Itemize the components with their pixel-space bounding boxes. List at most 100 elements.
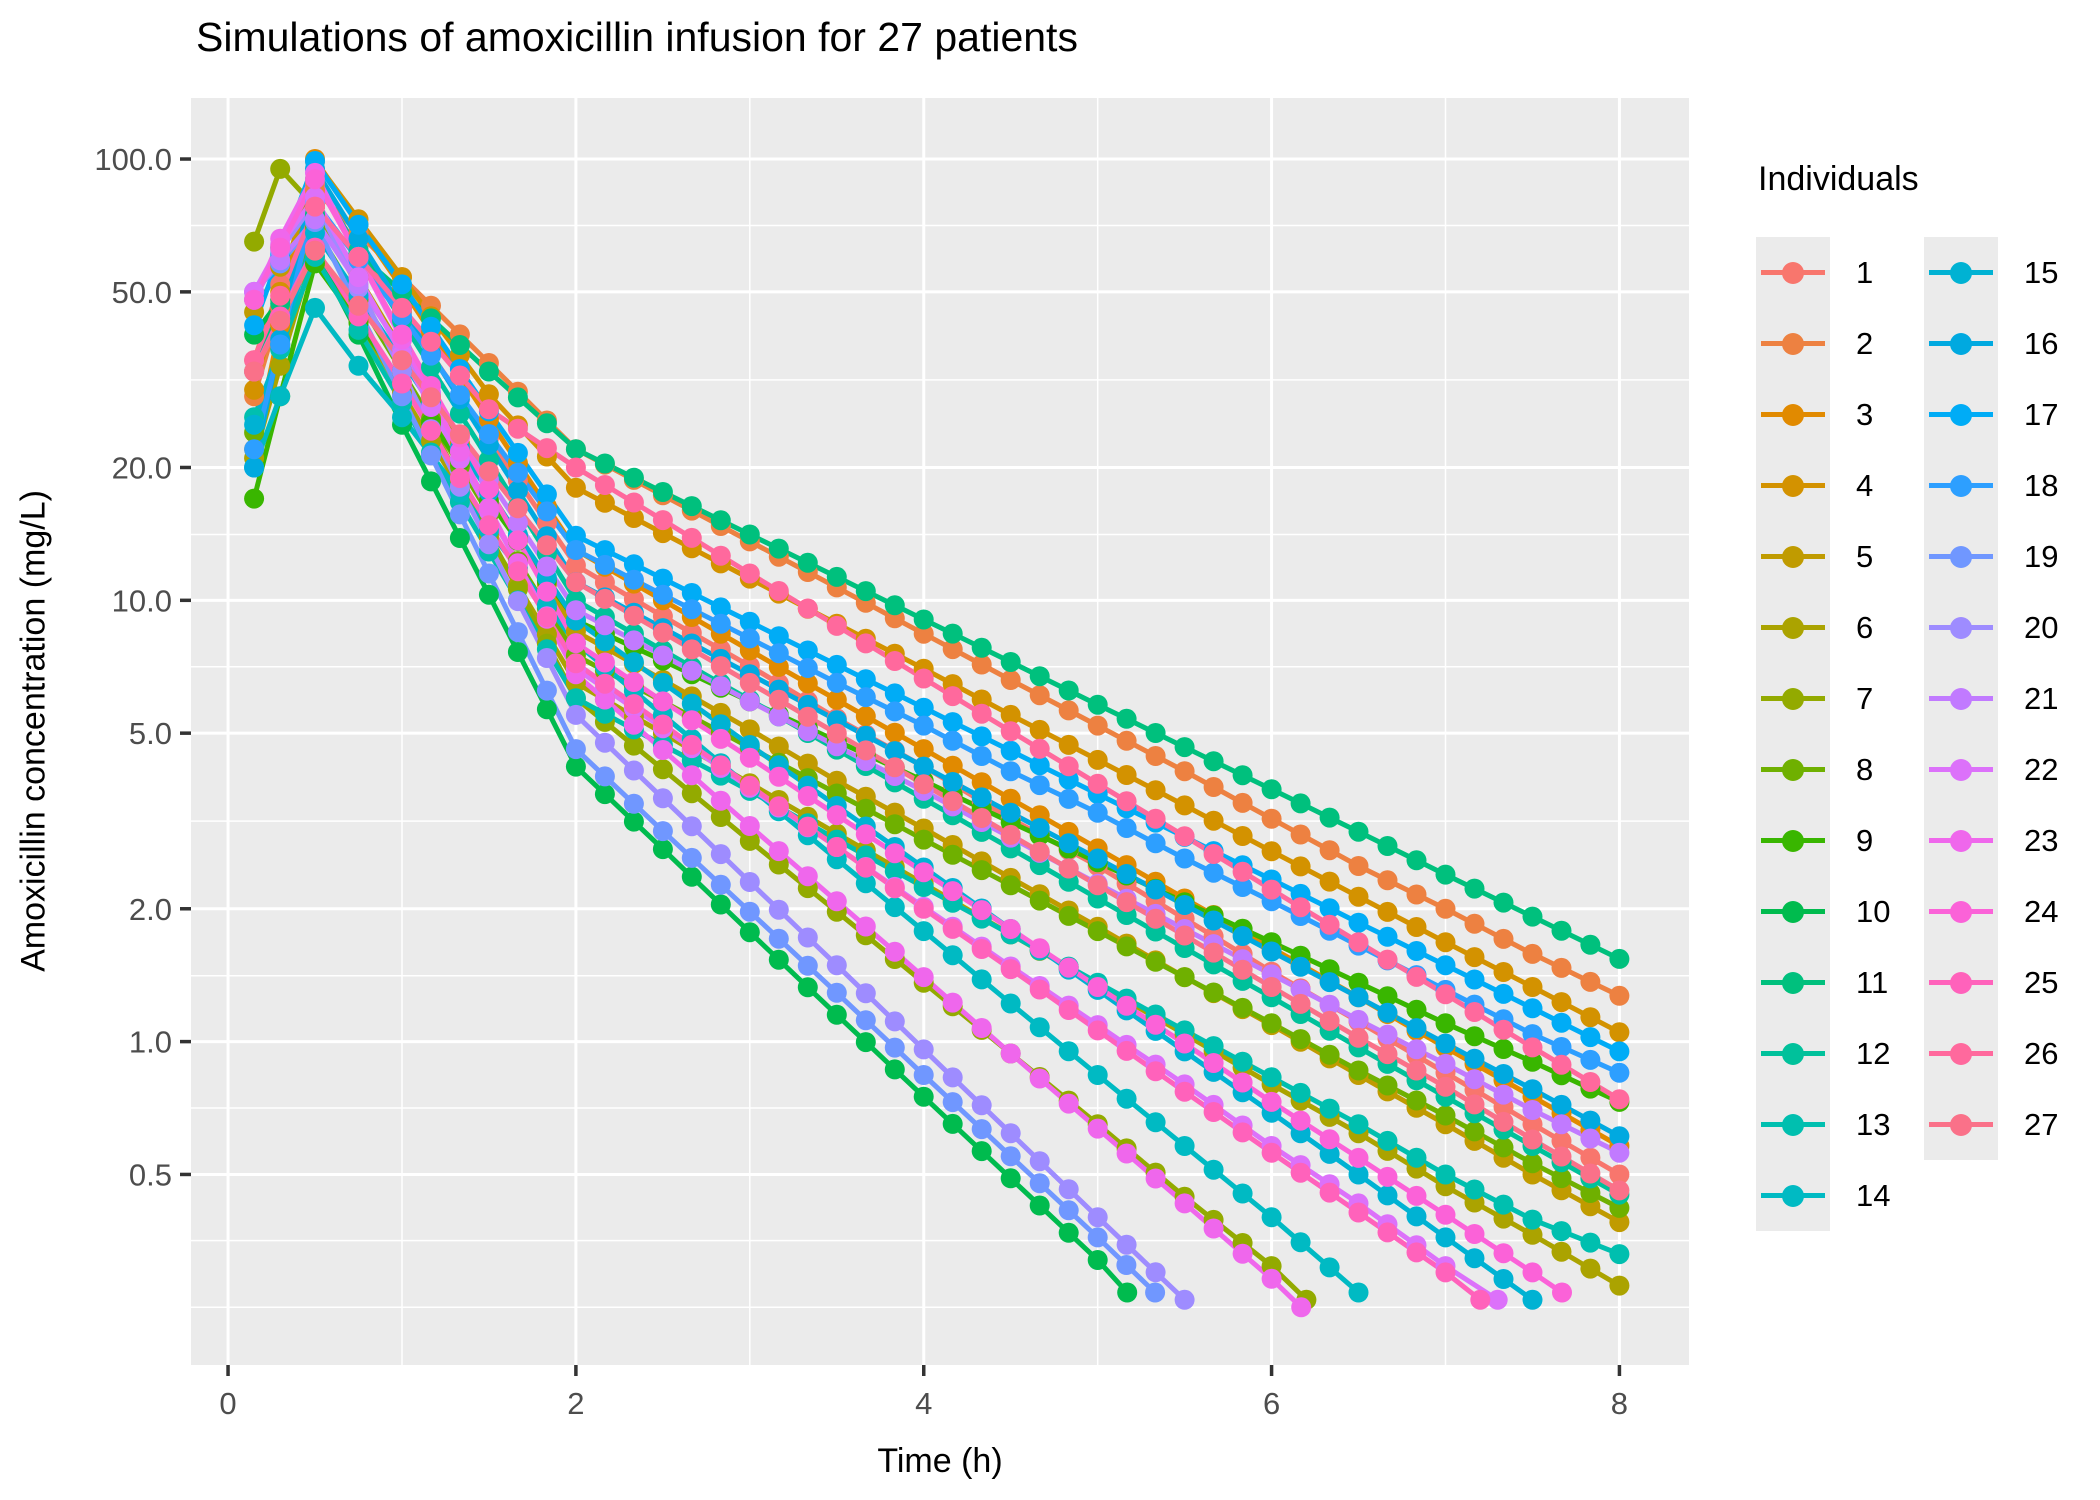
legend-label: 12 <box>1856 1035 1891 1071</box>
data-point <box>1522 1051 1543 1072</box>
data-point <box>623 811 644 832</box>
data-point <box>1029 685 1050 706</box>
data-point <box>1116 765 1137 785</box>
data-point <box>348 214 369 235</box>
data-point <box>1580 934 1601 955</box>
data-point <box>1291 1297 1312 1318</box>
data-point <box>1464 1002 1485 1022</box>
data-point <box>913 1039 934 1060</box>
data-point <box>1406 966 1427 987</box>
data-point <box>971 939 992 959</box>
data-point <box>710 790 731 811</box>
data-point <box>392 297 412 318</box>
data-point <box>1435 1033 1456 1054</box>
data-point <box>884 595 905 616</box>
legend-label: 3 <box>1856 396 1874 432</box>
data-point <box>1580 1232 1601 1253</box>
data-point <box>1000 1043 1021 1064</box>
data-point <box>884 814 905 835</box>
data-point <box>1029 666 1050 687</box>
data-point <box>565 756 586 777</box>
data-point <box>652 788 673 809</box>
data-point <box>478 478 499 499</box>
data-point <box>1377 1075 1398 1096</box>
data-point <box>681 710 702 731</box>
data-point <box>652 839 673 860</box>
data-point <box>1551 957 1572 978</box>
legend-key-glyph <box>1924 663 1998 734</box>
data-point <box>942 918 963 939</box>
data-point <box>1232 877 1253 897</box>
data-point <box>1551 1146 1572 1167</box>
legend-key-glyph <box>1756 805 1830 876</box>
legend-label: 11 <box>1856 964 1889 1000</box>
data-point <box>971 726 992 747</box>
data-point <box>739 719 760 740</box>
data-point <box>565 540 586 560</box>
data-point <box>942 1113 963 1134</box>
data-point <box>1000 919 1021 939</box>
data-point <box>1145 1014 1166 1035</box>
x-tick-label: 0 <box>219 1386 236 1421</box>
data-point <box>392 274 412 295</box>
legend-key-dot <box>1950 545 1972 568</box>
legend-key-dot <box>1782 829 1804 852</box>
data-point <box>1203 1159 1224 1180</box>
x-tick-label: 2 <box>567 1386 584 1421</box>
data-point <box>1174 895 1195 915</box>
data-point <box>913 756 934 777</box>
data-point <box>449 403 470 424</box>
data-point <box>507 530 528 551</box>
data-point <box>1493 1111 1514 1132</box>
data-point <box>652 510 673 531</box>
data-point <box>884 878 905 899</box>
data-point <box>1522 1153 1543 1174</box>
data-point <box>1319 871 1340 892</box>
data-point <box>1261 977 1282 997</box>
legend-key-dot <box>1950 616 1972 639</box>
data-point <box>681 599 702 620</box>
data-point <box>1551 1094 1572 1115</box>
data-point <box>681 639 702 660</box>
legend-key-dot <box>1782 332 1804 355</box>
data-point <box>1348 1164 1369 1185</box>
data-point <box>1522 1129 1543 1150</box>
data-point <box>1116 730 1137 751</box>
data-point <box>1377 1044 1398 1065</box>
data-point <box>270 355 291 376</box>
legend-entry-3: 3 <box>1756 379 1924 450</box>
data-point <box>1290 1162 1311 1183</box>
data-point <box>1377 1222 1398 1243</box>
data-point <box>1203 982 1224 1003</box>
data-point <box>797 640 818 661</box>
data-point <box>884 683 905 704</box>
data-point <box>623 735 644 756</box>
data-point <box>826 615 847 636</box>
data-point <box>1174 1136 1195 1156</box>
data-point <box>652 759 673 780</box>
data-point <box>594 453 615 474</box>
data-point <box>421 387 441 408</box>
data-point <box>768 899 789 920</box>
data-point <box>913 774 934 795</box>
data-point <box>913 1086 934 1107</box>
legend-key-dot <box>1782 545 1804 568</box>
data-point <box>478 563 499 584</box>
data-point <box>739 816 760 836</box>
legend-entry-2: 2 <box>1756 308 1924 379</box>
data-point <box>1552 1282 1572 1303</box>
data-point <box>565 653 586 674</box>
data-point <box>652 672 673 693</box>
data-point <box>1551 1054 1572 1075</box>
legend-entry-25: 25 <box>1924 947 2092 1018</box>
data-point <box>594 689 615 710</box>
data-point <box>594 766 615 787</box>
data-point <box>536 699 557 720</box>
data-point <box>1290 897 1311 918</box>
data-point <box>710 613 731 634</box>
data-point <box>1000 704 1021 725</box>
data-point <box>507 591 528 612</box>
data-point <box>1087 802 1108 823</box>
data-point <box>536 535 557 556</box>
legend-entry-8: 8 <box>1756 734 1924 805</box>
